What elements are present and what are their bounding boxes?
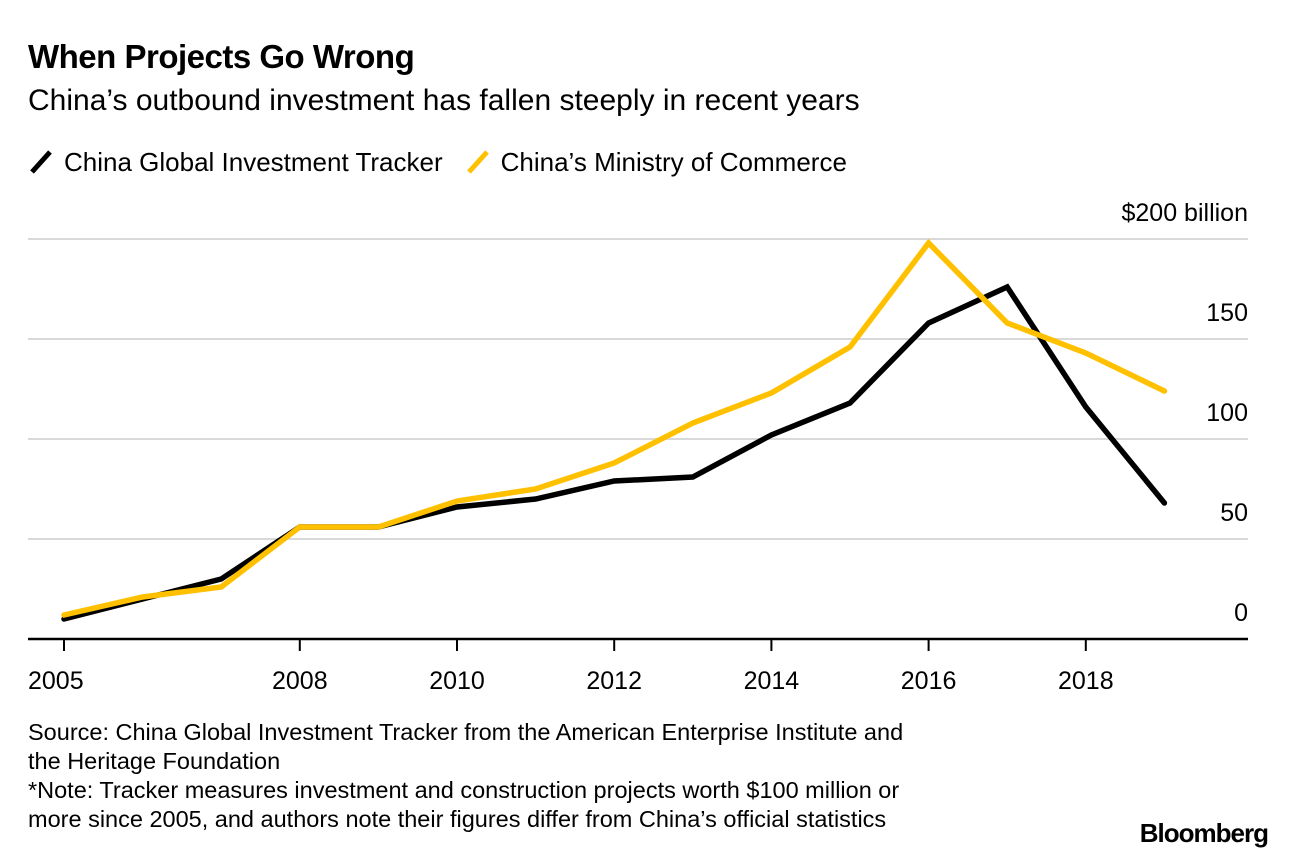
series-lines [61, 238, 1168, 622]
legend-label: China’s Ministry of Commerce [500, 147, 847, 177]
note-line: *Note: Tracker measures investment and c… [28, 777, 900, 803]
bloomberg-logo: Bloomberg [1139, 818, 1269, 848]
chart-title: When Projects Go Wrong [28, 38, 415, 75]
y-tick-label: 100 [1206, 399, 1248, 427]
x-tick-label: 2016 [901, 667, 957, 695]
x-tick-label: 2008 [272, 667, 328, 695]
x-tick-label: 2010 [429, 667, 485, 695]
y-tick-labels: 0 50 100 150 $200 billion [1122, 199, 1249, 627]
y-tick-label: 150 [1206, 299, 1248, 327]
series-line-cgit [61, 283, 1168, 622]
footnote: Source: China Global Investment Tracker … [28, 718, 1088, 834]
diagonal-line-icon [30, 150, 52, 174]
chart-subtitle: China’s outbound investment has fallen s… [28, 84, 860, 117]
x-tick-label: 2014 [744, 667, 800, 695]
series-line-mofcom [61, 238, 1168, 618]
x-tick-label: 2012 [586, 667, 642, 695]
legend-swatch-line [466, 150, 489, 174]
y-tick-label: 0 [1234, 599, 1248, 627]
note-line: more since 2005, and authors note their … [28, 806, 887, 832]
legend-item-mofcom: China’s Ministry of Commerce [465, 148, 847, 176]
legend-item-cgit: China Global Investment Tracker [28, 148, 443, 176]
x-tick-labels: 2005 2008 2010 2012 2014 2016 2018 [28, 667, 1114, 695]
legend: China Global Investment Tracker China’s … [28, 148, 869, 176]
y-tick-label: $200 billion [1122, 199, 1249, 227]
x-tick-label: 2018 [1058, 667, 1114, 695]
legend-label: China Global Investment Tracker [64, 147, 443, 177]
legend-swatch-line [30, 150, 52, 174]
diagonal-line-icon [466, 150, 489, 174]
source-line: the Heritage Foundation [28, 748, 281, 774]
x-axis [28, 637, 1248, 651]
gridlines [28, 238, 1248, 540]
x-tick-label: 2005 [28, 667, 84, 695]
y-tick-label: 50 [1220, 499, 1248, 527]
source-line: Source: China Global Investment Tracker … [28, 719, 904, 745]
